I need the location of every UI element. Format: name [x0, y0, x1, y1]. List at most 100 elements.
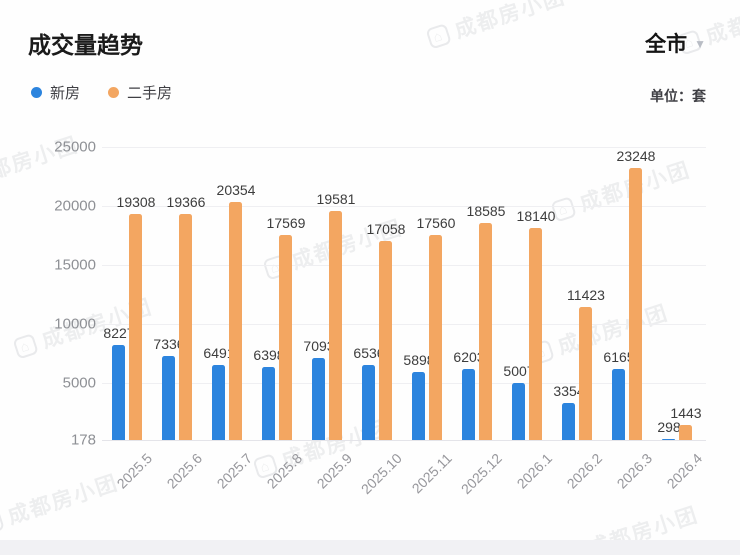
x-axis-label: 2026.3: [613, 450, 656, 492]
bar-second-hand-2025.8: [279, 234, 292, 440]
bar-group-2025.6: 7336 19366 2025.6: [152, 147, 205, 492]
y-axis-label: 10000: [54, 315, 96, 333]
watermark-text: 成都房小团: [703, 0, 740, 49]
x-axis-label: 2025.9: [313, 450, 356, 492]
x-axis-label: 2025.6: [163, 450, 206, 492]
bar-group-2025.5: 8227 19308 2025.5: [102, 147, 155, 491]
bar-second-hand-2025.7: [229, 201, 242, 440]
legend-item-new-house[interactable]: 新房: [31, 82, 80, 103]
bar-second-hand-2025.10: [379, 240, 392, 440]
bar-value-label: 7336: [153, 335, 185, 352]
bar-value-label: 17569: [266, 214, 306, 231]
bar-group-2026.1: 5007 18140 2026.1: [502, 147, 555, 492]
watermark: ⌂成都房小团: [424, 0, 569, 53]
bar-new-house-2026.3: [612, 369, 625, 440]
house-icon: ⌂: [425, 22, 452, 50]
gridline: [102, 440, 706, 441]
x-axis-label: 2025.12: [458, 450, 506, 498]
x-axis-label: 2025.7: [213, 450, 256, 492]
bar-new-house-2025.9: [312, 358, 325, 440]
y-axis-label: 5000: [62, 374, 96, 392]
y-axis-label: 15000: [54, 256, 96, 274]
bar-value-label: 6536: [353, 344, 385, 361]
bar-second-hand-2025.12: [479, 222, 492, 440]
gridline: [102, 324, 706, 326]
bar-chart: 25000 20000 15000 10000 5000 178 8227 19308 2025…: [0, 139, 740, 497]
bar-group-2025.12: 6203 18585 2025.12: [452, 147, 505, 497]
region-dropdown[interactable]: 全市 ▼: [645, 28, 706, 58]
legend-dot-new-house: [31, 87, 42, 98]
bottom-divider: [0, 540, 740, 555]
bar-group-2025.8: 6398 17569 2025.8: [252, 147, 305, 492]
bar-value-label: 19366: [166, 193, 206, 210]
chevron-down-icon: ▼: [694, 37, 706, 51]
bar-second-hand-2025.9: [329, 210, 342, 440]
y-axis-label: 20000: [54, 197, 96, 215]
bar-value-label: 3354: [553, 382, 585, 399]
x-axis-label: 2026.1: [513, 450, 556, 492]
bar-group-2025.10: 6536 17058 2025.10: [352, 147, 405, 497]
bar-value-label: 19308: [116, 194, 156, 211]
bar-value-label: 5007: [503, 363, 535, 379]
region-dropdown-label: 全市: [645, 33, 688, 56]
legend-item-second-hand[interactable]: 二手房: [108, 82, 172, 103]
x-axis-label: 2025.11: [408, 450, 456, 497]
bar-group-2025.7: 6491 20354 2025.7: [202, 147, 255, 492]
bar-second-hand-2026.1: [529, 227, 542, 440]
bar-second-hand-2026.3: [629, 167, 642, 440]
gridline: [102, 383, 706, 385]
gridline: [102, 265, 706, 267]
bar-value-label: 7093: [303, 338, 335, 355]
bar-value-label: 19581: [316, 190, 356, 207]
gridline: [102, 206, 706, 208]
bar-new-house-2026.1: [512, 383, 525, 440]
x-axis-label: 2025.8: [263, 450, 306, 492]
bar-new-house-2025.8: [262, 366, 275, 440]
bar-value-label: 23248: [616, 147, 656, 164]
bar-second-hand-2025.5: [129, 214, 142, 440]
bar-value-label: 8227: [103, 325, 135, 341]
bar-new-house-2025.5: [112, 345, 125, 440]
bar-group-2026.3: 6165 23248 2026.3: [602, 147, 655, 492]
watermark-text: 成都房小团: [5, 471, 122, 529]
bar-value-label: 17058: [366, 220, 406, 237]
bar-value-label: 18140: [516, 207, 556, 224]
x-axis-label: 2026.2: [563, 450, 606, 492]
legend-label-new-house: 新房: [50, 85, 81, 102]
x-axis-label: 2025.10: [358, 450, 406, 498]
watermark: ⌂成都房小团: [0, 467, 122, 540]
house-icon: ⌂: [0, 508, 5, 536]
bar-value-label: 298: [657, 418, 681, 435]
bar-second-hand-2025.11: [429, 234, 442, 440]
x-axis-label: 2026.4: [663, 450, 706, 492]
bar-value-label: 20354: [216, 181, 256, 198]
unit-label: 单位：套: [650, 88, 706, 104]
bar-new-house-2025.7: [212, 365, 225, 440]
bar-second-hand-2026.2: [579, 307, 592, 440]
bar-group-2026.2: 3354 11423 2026.2: [552, 147, 605, 491]
bar-value-label: 5898: [403, 352, 435, 369]
bar-value-label: 17560: [416, 214, 456, 231]
bar-new-house-2025.6: [162, 355, 175, 440]
bar-value-label: 6491: [203, 345, 235, 362]
bar-new-house-2026.2: [562, 402, 575, 440]
bar-group-2025.11: 5898 17560 2025.11: [402, 147, 455, 497]
y-axis-label: 178: [70, 431, 96, 449]
legend-dot-second-hand: [108, 87, 120, 98]
page-title: 成交量趋势: [28, 32, 143, 58]
bar-group-2026.4: 298 1443 2026.4: [652, 147, 705, 492]
bar-new-house-2025.11: [412, 372, 425, 440]
bar-second-hand-2025.6: [179, 213, 192, 440]
bar-value-label: 6165: [603, 349, 635, 366]
bar-group-2025.9: 7093 19581 2025.9: [302, 147, 355, 492]
bar-new-house-2025.12: [462, 368, 475, 440]
bar-second-hand-2026.4: [679, 425, 692, 440]
y-axis-label: 25000: [54, 138, 96, 156]
bar-value-label: 6203: [453, 348, 485, 365]
chart-legend: 新房 二手房: [31, 82, 172, 103]
bar-new-house-2026.4: [662, 438, 675, 440]
bar-groups: 8227 19308 2025.5 7336 19366 2025.6 6491 20354 2…: [102, 147, 705, 497]
legend-label-second-hand: 二手房: [127, 85, 173, 102]
bar-value-label: 6398: [253, 346, 285, 363]
